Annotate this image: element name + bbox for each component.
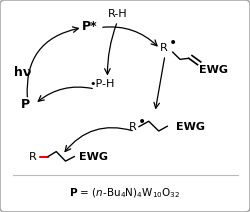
Text: P*: P* (82, 20, 98, 33)
Text: •P-H: •P-H (90, 79, 115, 89)
Text: •: • (138, 115, 146, 129)
Text: EWG: EWG (79, 152, 108, 162)
Text: EWG: EWG (199, 65, 228, 75)
Text: hν: hν (14, 66, 31, 79)
Text: R: R (28, 152, 36, 162)
Text: R: R (128, 122, 136, 132)
Text: P: P (20, 98, 30, 112)
Text: R-H: R-H (108, 9, 127, 19)
Text: •: • (169, 36, 177, 50)
Text: EWG: EWG (176, 122, 205, 132)
Text: R: R (160, 43, 168, 53)
Text: $\mathbf{P}$ = ($n$-Bu$_4$N)$_4$W$_{10}$O$_{32}$: $\mathbf{P}$ = ($n$-Bu$_4$N)$_4$W$_{10}$… (69, 186, 181, 200)
